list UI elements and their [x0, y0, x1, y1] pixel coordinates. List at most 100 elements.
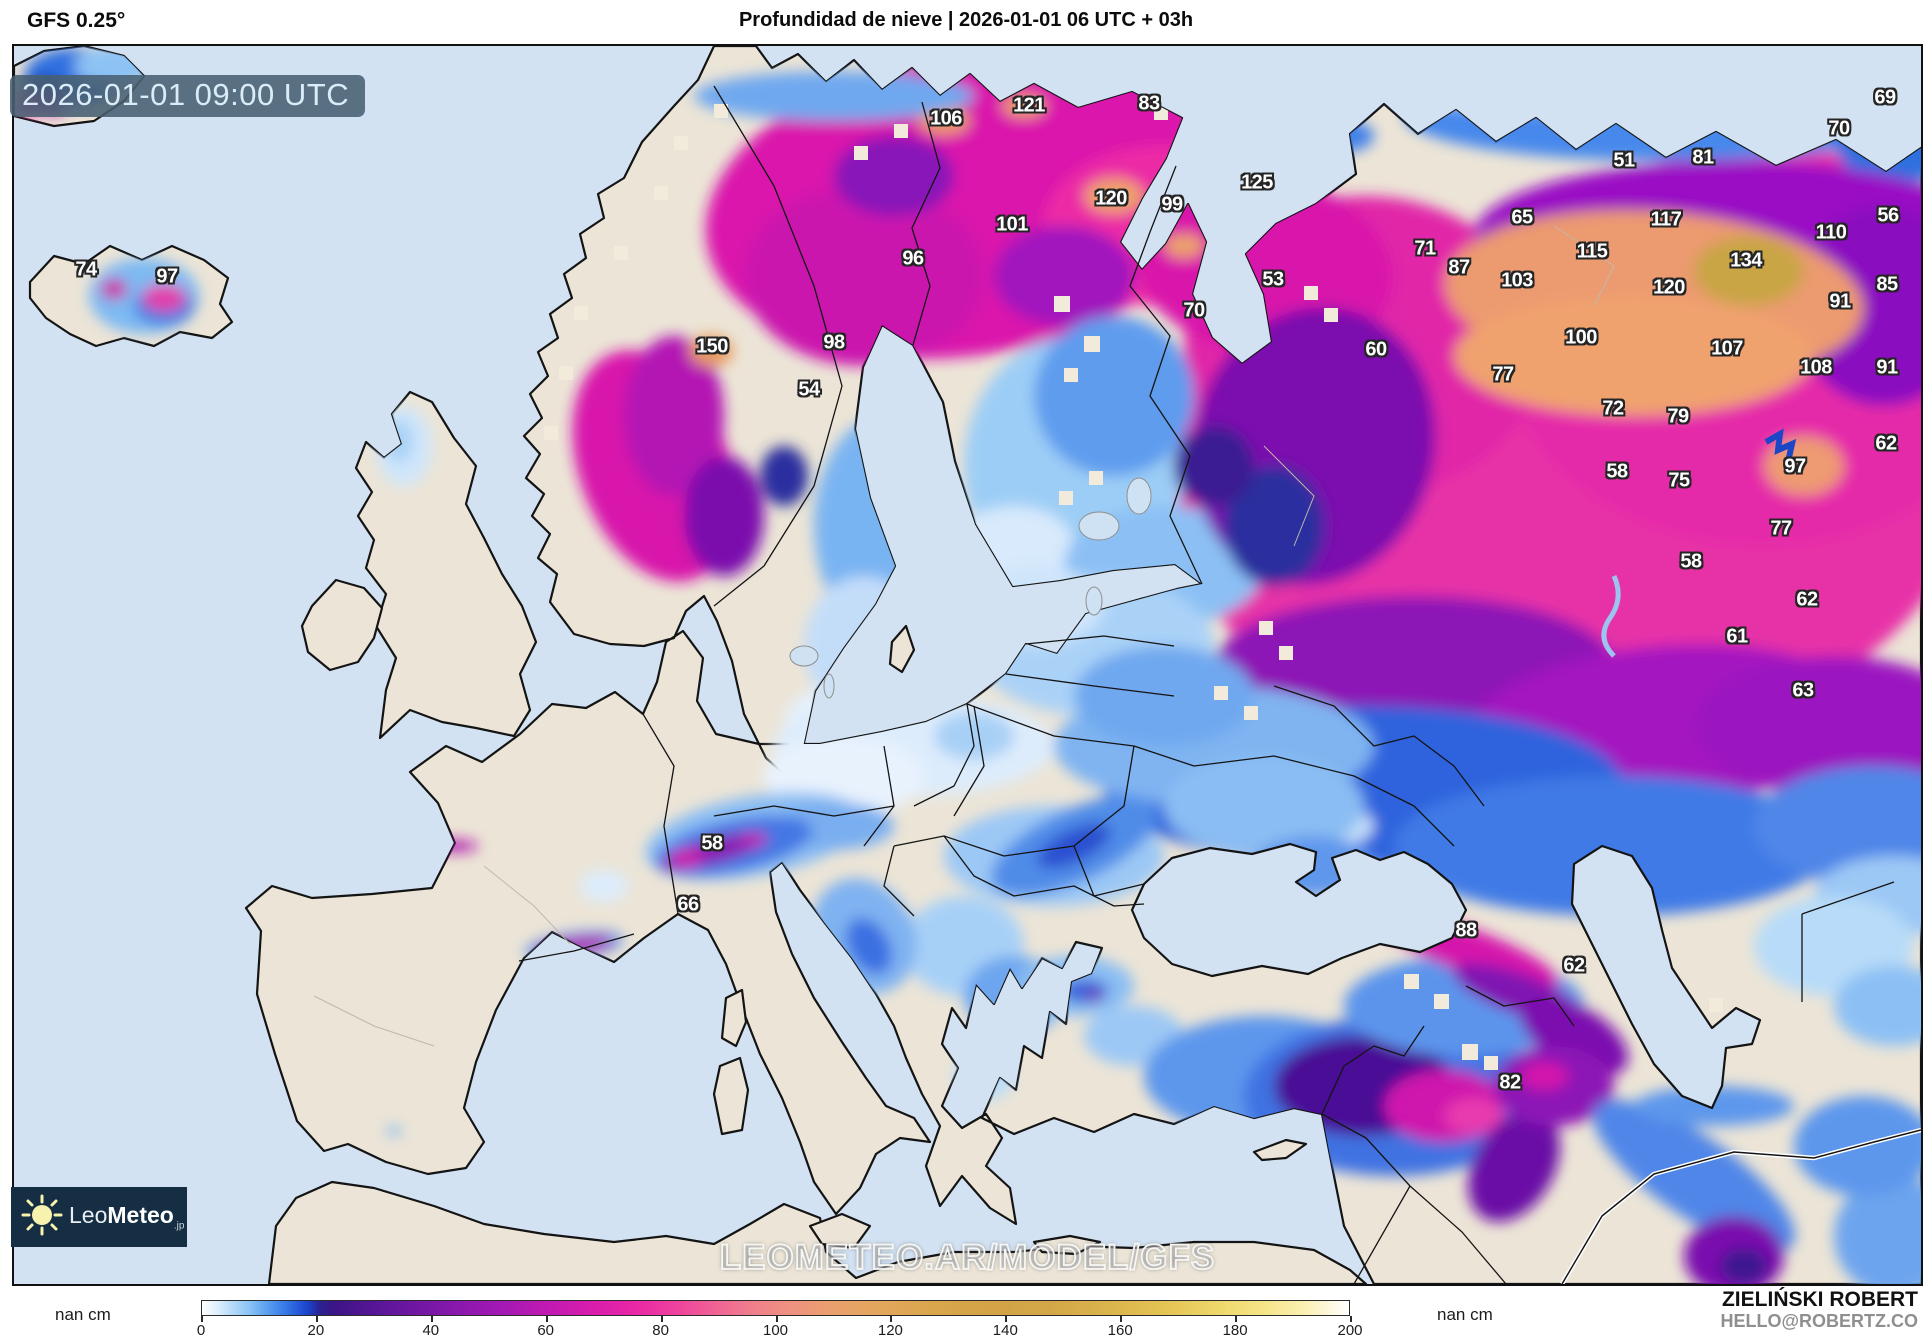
ireland: [300, 578, 384, 672]
snow-depth-label: 58: [701, 832, 723, 855]
logo-wordmark: LeoMeteo.jp: [69, 1202, 185, 1232]
snow-depth-label: 85: [1876, 273, 1898, 296]
snow-depth-label: 110: [1815, 221, 1847, 244]
lakes: [789, 477, 1152, 699]
snow-depth-label: 121: [1013, 94, 1045, 117]
snow-depth-label: 51: [1613, 149, 1635, 172]
colorbar-tick: [1235, 1316, 1238, 1322]
snow-depth-label: 54: [798, 378, 820, 401]
sardinia: [712, 1056, 750, 1136]
snow-depth-label: 70: [1183, 299, 1205, 322]
colorbar-tick: [660, 1316, 663, 1322]
colorbar-tick: [775, 1316, 778, 1322]
snow-depth-label: 96: [902, 247, 924, 270]
colorbar-tick-label: 0: [196, 1322, 206, 1337]
crete: [1032, 1234, 1102, 1256]
snow-depth-label: 120: [1095, 187, 1127, 210]
colorbar-tick: [890, 1316, 893, 1322]
model-name: GFS 0.25°: [27, 9, 126, 32]
snow-depth-label: 58: [1606, 460, 1628, 483]
snow-depth-label: 81: [1692, 146, 1714, 169]
snow-depth-label: 99: [1161, 193, 1183, 216]
colorbar-tick-label: 160: [1107, 1322, 1133, 1337]
cased-border: [1560, 1127, 1921, 1284]
snow-depth-label: 97: [1784, 455, 1806, 478]
snow-depth-label: 108: [1800, 356, 1832, 379]
snow-depth-label: 98: [823, 331, 845, 354]
colorbar-units-left: nan cm: [55, 1305, 111, 1324]
colorbar-tick: [201, 1316, 203, 1322]
snow-depth-label: 100: [1565, 326, 1597, 349]
lake-peipus: [1085, 586, 1103, 616]
lake-vanern: [789, 645, 819, 667]
lake-onega: [1126, 477, 1152, 515]
map-canvas: 74 97 106 121 83 120 99 125 101 96 98 150 54 71 53 70 65…: [12, 44, 1923, 1286]
snow-depth-label: 65: [1511, 206, 1533, 229]
watermark: LEOMETEO.AR/MODEL/GFS: [719, 1237, 1216, 1278]
snow-depth-label: 120: [1653, 276, 1685, 299]
lake-ladoga: [1078, 511, 1120, 541]
colorbar-tick: [1350, 1316, 1352, 1322]
colorbar-tick-label: 140: [992, 1322, 1018, 1337]
colorbar-tick: [430, 1316, 433, 1322]
leometeo-logo: LeoMeteo.jp: [11, 1187, 187, 1247]
lake-vattern: [823, 673, 835, 699]
snow-depth-label: 62: [1563, 954, 1585, 977]
snow-depth-label: 87: [1448, 256, 1470, 279]
black-sea: [1130, 842, 1468, 978]
snow-depth-label: 56: [1877, 204, 1899, 227]
snow-depth-label: 117: [1650, 208, 1682, 231]
snow-depth-label: 82: [1499, 1071, 1521, 1094]
cyprus: [1252, 1138, 1308, 1162]
colorbar-tick-label: 180: [1222, 1322, 1248, 1337]
colorbar-tick: [545, 1316, 548, 1322]
snow-depth-label: 134: [1730, 249, 1762, 272]
snow-depth-label: 75: [1668, 469, 1690, 492]
timestamp-chip: 2026-01-01 09:00 UTC: [10, 75, 366, 117]
colorbar-units-right: nan cm: [1437, 1305, 1493, 1324]
snow-depth-label: 69: [1874, 86, 1896, 109]
snow-depth-label: 150: [696, 335, 728, 358]
colorbar-tick-label: 60: [537, 1322, 555, 1337]
snow-depth-label: 91: [1829, 290, 1851, 313]
region-lines: [313, 225, 1615, 1047]
corsica: [720, 988, 748, 1048]
snow-depth-label: 115: [1576, 240, 1608, 263]
snow-depth-label: 101: [996, 213, 1028, 236]
missing-data-squares: [544, 104, 1723, 1070]
colorbar-tick-label: 100: [762, 1322, 789, 1337]
snow-depth-label: 71: [1414, 237, 1436, 260]
snow-depth-label: 125: [1241, 171, 1273, 194]
attribution-author: ZIELIŃSKI ROBERT: [1721, 1288, 1918, 1311]
snow-depth-label: 106: [930, 107, 962, 130]
colorbar-tick-label: 40: [422, 1322, 440, 1337]
colorbar: [201, 1300, 1350, 1316]
europe-map: [14, 46, 1921, 1284]
snow-depth-label: 107: [1711, 337, 1743, 360]
sun-icon: [21, 1194, 63, 1241]
colorbar-tick: [1120, 1316, 1123, 1322]
snow-depth-label: 103: [1501, 269, 1533, 292]
snow-depth-label: 53: [1262, 268, 1284, 291]
snow-depth-label: 63: [1792, 679, 1814, 702]
colorbar-tick-label: 200: [1337, 1322, 1363, 1337]
snow-depth-label: 91: [1876, 356, 1898, 379]
snow-depth-label: 66: [677, 893, 699, 916]
snow-depth-label: 61: [1726, 625, 1748, 648]
gotland: [888, 624, 916, 674]
snow-depth-label: 88: [1455, 919, 1477, 942]
snow-depth-label: 58: [1680, 550, 1702, 573]
snow-depth-label: 62: [1796, 588, 1818, 611]
snow-depth-label: 62: [1875, 432, 1897, 455]
sicily: [808, 1212, 872, 1250]
attribution-contact: HELLO@ROBERTZ.CO: [1720, 1311, 1918, 1331]
snow-depth-label: 74: [75, 258, 97, 281]
colorbar-tick: [315, 1316, 318, 1322]
snow-depth-label: 83: [1138, 92, 1160, 115]
inland-seas: [1130, 842, 1762, 1110]
colorbar-tick-label: 120: [877, 1322, 903, 1337]
colorbar-tick-label: 20: [307, 1322, 325, 1337]
colorbar-tick: [1005, 1316, 1008, 1322]
snow-depth-label: 70: [1828, 117, 1850, 140]
